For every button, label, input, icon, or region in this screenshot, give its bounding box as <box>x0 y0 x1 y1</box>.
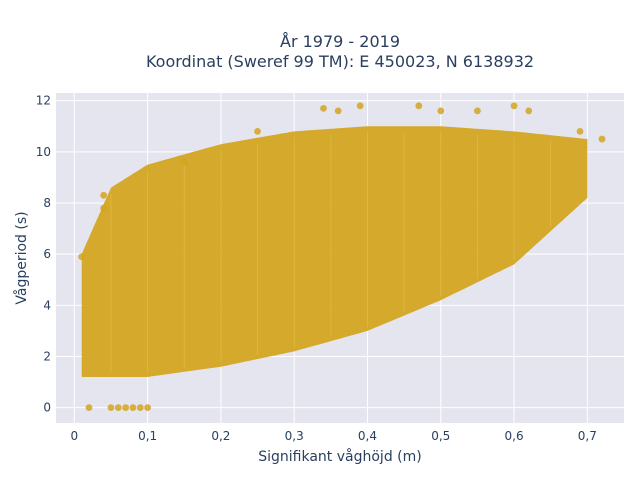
data-point <box>78 253 86 261</box>
data-point <box>334 107 342 115</box>
data-point <box>107 404 115 412</box>
y-tick-label: 8 <box>43 196 51 210</box>
data-point <box>356 102 364 110</box>
data-point <box>525 107 533 115</box>
data-point <box>510 102 518 110</box>
y-tick-label: 6 <box>43 247 51 261</box>
data-point <box>100 204 108 212</box>
x-tick-label: 0,7 <box>578 429 597 443</box>
x-tick-labels: 0 0,1 0,2 0,3 0,4 0,5 0,6 0,7 <box>71 429 597 443</box>
x-tick-label: 0 <box>71 429 79 443</box>
data-point <box>474 107 481 115</box>
data-point <box>320 104 327 112</box>
x-tick-label: 0,2 <box>211 429 230 443</box>
data-point <box>136 404 144 412</box>
data-point <box>598 135 606 143</box>
data-point <box>254 127 261 135</box>
data-point <box>415 102 423 110</box>
data-point <box>180 158 188 166</box>
data-point <box>129 404 137 412</box>
data-point <box>144 404 152 412</box>
x-axis-title: Signifikant våghöjd (m) <box>258 448 421 465</box>
y-tick-label: 2 <box>43 349 51 363</box>
y-axis-title: Vågperiod (s) <box>13 211 30 304</box>
x-tick-label: 0,3 <box>285 429 304 443</box>
chart-title-line2: Koordinat (Sweref 99 TM): E 450023, N 61… <box>146 52 534 71</box>
data-points-band <box>81 126 588 377</box>
data-points <box>78 102 606 412</box>
data-point <box>100 191 108 199</box>
x-tick-label: 0,6 <box>505 429 524 443</box>
point-cloud <box>81 126 588 377</box>
data-point <box>114 404 122 412</box>
y-tick-labels: 0 2 4 6 8 10 12 <box>36 94 51 415</box>
y-tick-label: 10 <box>36 145 51 159</box>
x-tick-label: 0,1 <box>138 429 157 443</box>
y-tick-label: 12 <box>36 94 51 108</box>
data-point <box>85 404 93 412</box>
data-point <box>122 404 130 412</box>
y-tick-label: 4 <box>43 298 51 312</box>
y-tick-label: 0 <box>43 401 51 415</box>
data-point <box>437 107 445 115</box>
x-tick-label: 0,4 <box>358 429 377 443</box>
data-point <box>576 127 584 135</box>
x-tick-label: 0,5 <box>431 429 450 443</box>
chart-title-line1: År 1979 - 2019 <box>280 32 400 51</box>
